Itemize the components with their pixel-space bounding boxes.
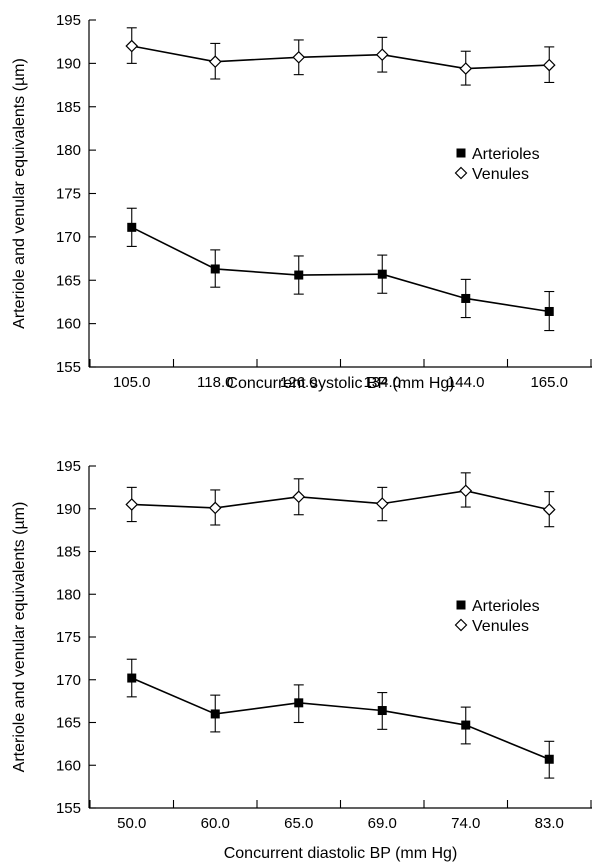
y-tick-label: 180 bbox=[56, 586, 81, 603]
legend: Arterioles Venules bbox=[454, 146, 540, 183]
y-tick-label: 165 bbox=[56, 715, 81, 732]
y-tick-label: 165 bbox=[56, 272, 81, 289]
y-tick-label: 190 bbox=[56, 55, 81, 72]
y-tick-label: 185 bbox=[56, 544, 81, 561]
legend-marker-venules bbox=[454, 618, 468, 632]
y-tick-label: 160 bbox=[56, 316, 81, 333]
y-tick-label: 190 bbox=[56, 501, 81, 518]
data-point-arterioles bbox=[377, 706, 387, 716]
legend-label-venules: Venules bbox=[472, 166, 529, 183]
series-line-venules bbox=[131, 45, 550, 70]
data-point-venules bbox=[542, 58, 556, 72]
data-point-venules bbox=[125, 39, 139, 53]
y-tick-label: 155 bbox=[56, 359, 81, 376]
x-tick-label: 105.0 bbox=[113, 374, 151, 391]
data-point-venules bbox=[208, 501, 222, 515]
series-line-arterioles bbox=[131, 226, 550, 313]
y-tick-label: 170 bbox=[56, 672, 81, 689]
x-tick-label: 50.0 bbox=[117, 815, 146, 832]
legend-marker-venules bbox=[454, 166, 468, 180]
x-tick-label: 118.0 bbox=[197, 374, 233, 391]
x-tick-label: 165.0 bbox=[530, 374, 568, 391]
y-tick-label: 195 bbox=[56, 458, 81, 475]
legend-marker-arterioles bbox=[456, 148, 466, 158]
legend-marker-arterioles bbox=[456, 600, 466, 610]
y-tick-label: 185 bbox=[56, 99, 81, 116]
y-tick-label: 175 bbox=[56, 186, 81, 203]
legend-label-arterioles: Arterioles bbox=[472, 146, 540, 163]
data-point-venules bbox=[292, 50, 306, 64]
data-point-venules bbox=[375, 48, 389, 62]
y-axis-title: Arteriole and venular equivalents (µm) bbox=[11, 58, 28, 329]
data-point-venules bbox=[208, 55, 222, 68]
series-venules bbox=[125, 27, 556, 86]
legend: Arterioles Venules bbox=[454, 598, 540, 635]
y-axis-title: Arteriole and venular equivalents (µm) bbox=[11, 502, 28, 773]
data-point-venules bbox=[292, 490, 306, 504]
chart-panel-2: 155 160 165 170 175 180 185 190 195 50.0 60.0 65.0 6… bbox=[11, 458, 592, 862]
x-tick-label: 83.0 bbox=[535, 815, 564, 832]
data-point-arterioles bbox=[294, 698, 304, 708]
legend-label-arterioles: Arterioles bbox=[472, 598, 540, 615]
x-tick-label: 126.0 bbox=[280, 374, 318, 391]
x-axis-title: Concurrent diastolic BP (mm Hg) bbox=[224, 845, 458, 862]
x-tick-label: 60.0 bbox=[201, 815, 230, 832]
y-tick-label: 175 bbox=[56, 629, 81, 646]
data-point-arterioles bbox=[461, 720, 471, 730]
x-tick-label: 65.0 bbox=[284, 815, 313, 832]
series-line-venules bbox=[131, 489, 550, 511]
data-point-arterioles bbox=[210, 264, 220, 274]
legend-label-venules: Venules bbox=[472, 618, 529, 635]
data-point-venules bbox=[375, 497, 389, 510]
y-tick-label: 195 bbox=[56, 12, 81, 29]
data-point-arterioles bbox=[461, 293, 471, 303]
data-point-arterioles bbox=[294, 270, 304, 280]
x-tick-label: 74.0 bbox=[451, 815, 480, 832]
data-point-venules bbox=[459, 484, 473, 498]
y-tick-label: 180 bbox=[56, 142, 81, 159]
x-tick-label: 134.0 bbox=[363, 374, 401, 391]
series-arterioles bbox=[126, 658, 555, 779]
series-arterioles bbox=[126, 207, 555, 332]
chart-panel-1: 155 160 165 170 175 180 185 190 195 105.0 118.0 126… bbox=[11, 12, 592, 392]
data-point-arterioles bbox=[127, 673, 137, 683]
data-point-arterioles bbox=[210, 709, 220, 719]
data-point-venules bbox=[542, 503, 556, 516]
x-tick-label: 144.0 bbox=[447, 374, 485, 391]
y-tick-label: 160 bbox=[56, 757, 81, 774]
series-line-arterioles bbox=[131, 677, 550, 761]
x-axis-title: Concurrent systolic BP (mm Hg) bbox=[226, 375, 454, 392]
data-point-arterioles bbox=[377, 269, 387, 279]
series-venules bbox=[125, 472, 556, 528]
data-point-arterioles bbox=[544, 754, 554, 764]
y-tick-label: 170 bbox=[56, 229, 81, 246]
data-point-arterioles bbox=[127, 222, 137, 232]
data-point-venules bbox=[459, 62, 473, 75]
y-tick-label: 155 bbox=[56, 800, 81, 817]
data-point-arterioles bbox=[544, 306, 554, 316]
data-point-venules bbox=[125, 498, 139, 511]
x-tick-label: 69.0 bbox=[368, 815, 397, 832]
